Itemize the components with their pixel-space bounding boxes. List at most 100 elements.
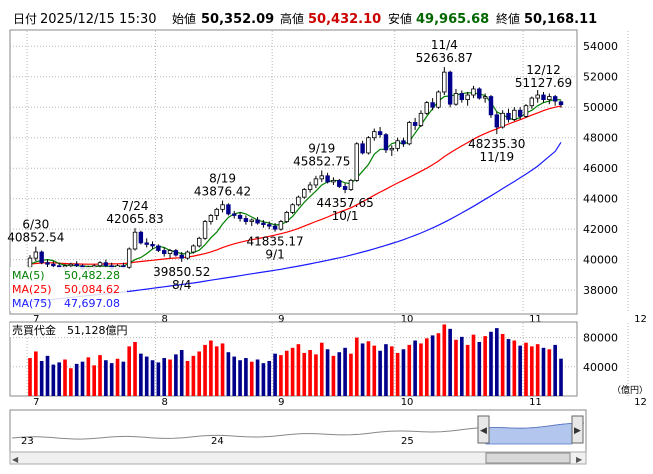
volume-bar: [92, 365, 96, 396]
candle: [529, 96, 535, 109]
candle-body-up: [167, 250, 173, 254]
volume-bar: [115, 358, 120, 396]
candle: [197, 236, 202, 248]
candle-body-up: [366, 137, 371, 154]
candle-body-up: [348, 179, 354, 190]
candle-body-up: [97, 262, 103, 267]
scroll-left-arrow-icon[interactable]: ◀: [12, 455, 19, 464]
price-month-labels: 7 8 9 10 11 12: [33, 314, 647, 325]
price-month-label: 8: [161, 314, 167, 325]
volume-bar: [465, 344, 470, 396]
scroll-track[interactable]: [9, 451, 587, 465]
candle: [500, 110, 505, 129]
candle-body-down: [103, 262, 109, 267]
volume-bar: [296, 344, 301, 396]
candle-body-down: [138, 231, 144, 244]
candle: [261, 220, 266, 228]
candle: [360, 140, 365, 155]
candle-body-down: [179, 254, 184, 259]
candle-body-up: [202, 221, 208, 239]
candle-body-down: [506, 112, 511, 120]
candle: [167, 248, 173, 259]
candle: [442, 67, 447, 96]
volume-bar: [168, 359, 172, 396]
volume-month-label: 9: [278, 397, 284, 408]
candle-body-down: [325, 175, 330, 183]
overview-scrollbar[interactable]: ◀ ▶ 23 24 25 ◀ ▶: [9, 409, 587, 465]
candle-body-up: [465, 94, 470, 100]
volume-bar: [104, 360, 108, 396]
range-handle-right[interactable]: [571, 415, 584, 444]
candle-body-down: [150, 244, 155, 247]
candle: [418, 110, 424, 128]
candle: [173, 248, 179, 257]
candle: [319, 170, 324, 182]
candle-body-down: [517, 109, 523, 117]
candle-body-down: [459, 93, 465, 100]
ma25-line: [29, 105, 562, 265]
candle-body-down: [337, 179, 342, 187]
handle-left-arrow-icon: ◀: [480, 426, 487, 436]
candle-body-down: [412, 122, 418, 126]
overview-selection[interactable]: [485, 422, 573, 445]
candle-body-up: [418, 112, 424, 126]
volume-month-label: 10: [401, 397, 414, 408]
volume-bar: [436, 333, 441, 396]
volume-bar: [244, 358, 248, 396]
volume-bar: [69, 368, 73, 396]
high-label: 高値: [280, 11, 304, 26]
volume-month-label: 8: [161, 397, 167, 408]
annotation-high-value: 52636.87: [416, 51, 473, 65]
scroll-thumb[interactable]: [485, 452, 571, 464]
candle-body-up: [185, 251, 190, 259]
price-y-tick-label: 40000: [583, 254, 618, 267]
candle: [523, 104, 529, 118]
candle: [465, 91, 470, 106]
date-value: 2025/12/15 15:30: [40, 12, 157, 27]
candle-body-up: [249, 219, 254, 222]
candle: [541, 91, 546, 103]
volume-bar: [214, 346, 219, 396]
legend-ma25-label: MA(25): [12, 283, 52, 296]
price-y-tick-label: 54000: [583, 40, 618, 53]
candle: [296, 195, 301, 207]
candle-body-down: [39, 251, 44, 264]
volume-bar: [121, 361, 126, 396]
candle: [255, 216, 260, 225]
annotation-low-value: 39850.52: [153, 265, 210, 279]
candle-body-up: [208, 215, 214, 222]
volume-bar: [337, 352, 342, 396]
candle-body-up: [529, 97, 535, 107]
scroll-right-arrow-icon[interactable]: ▶: [576, 455, 583, 464]
volume-bar: [471, 334, 476, 396]
volume-bar: [238, 360, 242, 396]
volume-bar: [512, 340, 517, 396]
candle: [226, 203, 231, 216]
candle-body-down: [144, 242, 149, 245]
annotation-high-value: 42065.83: [106, 212, 163, 226]
candle-body-down: [360, 143, 365, 154]
candle: [348, 178, 354, 192]
volume-bar: [448, 328, 452, 396]
candle: [389, 145, 394, 156]
price-y-tick-label: 38000: [583, 284, 618, 297]
candle-body-up: [126, 248, 132, 268]
volume-bar: [45, 355, 50, 396]
volume-month-label: 7: [33, 397, 39, 408]
volume-bar: [174, 354, 178, 396]
overview-label-0: 23: [21, 436, 34, 447]
candle-body-up: [407, 122, 412, 145]
candle-body-up: [389, 147, 394, 151]
range-handle-left[interactable]: [477, 415, 490, 444]
candle-body-up: [354, 143, 359, 181]
low-label: 安値: [388, 11, 412, 26]
legend-ma75-label: MA(75): [12, 297, 52, 310]
candle: [395, 137, 400, 152]
volume-bar: [401, 349, 406, 396]
candle-body-up: [290, 204, 295, 213]
volume-bar: [203, 344, 207, 396]
candle: [512, 107, 517, 121]
candle-body-up: [319, 175, 324, 180]
